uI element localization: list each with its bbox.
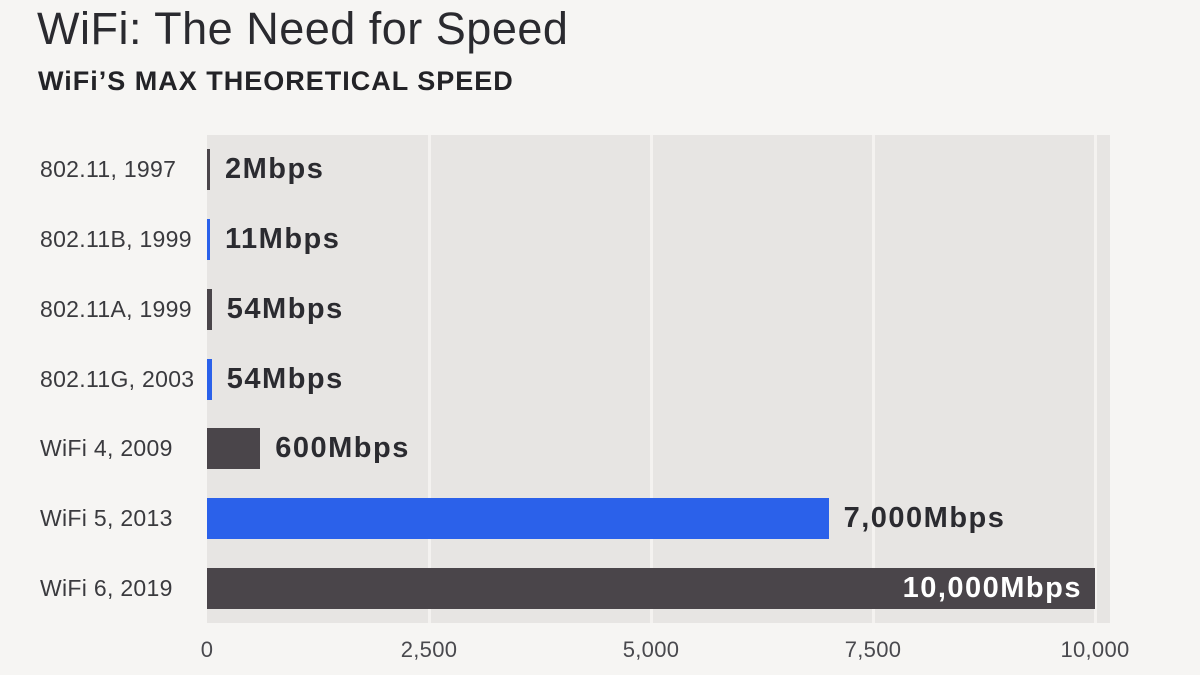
value-label: 2Mbps	[225, 153, 325, 186]
bar-802-11b-1999	[207, 219, 210, 261]
category-label: 802.11, 1997	[40, 156, 177, 183]
bar-row: 11Mbps	[207, 205, 1110, 275]
category-label: WiFi 4, 2009	[40, 435, 173, 462]
bar-802-11g-2003	[207, 358, 212, 400]
category-label: 802.11G, 2003	[40, 365, 195, 392]
gridline-7500	[871, 135, 875, 623]
category-label: WiFi 6, 2019	[40, 574, 173, 601]
category-label: 802.11A, 1999	[40, 295, 192, 322]
bar-row: 600Mbps	[207, 414, 1110, 484]
x-axis-tick: 5,000	[622, 637, 680, 662]
value-label: 7,000Mbps	[843, 501, 1006, 534]
value-label: 54Mbps	[226, 292, 344, 325]
gridline-2500	[427, 135, 431, 623]
plot-area	[207, 135, 1110, 623]
bar-wifi-4-2009	[207, 428, 261, 470]
category-labels-column: 802.11, 1997 802.11B, 1999 802.11A, 1999 80…	[40, 135, 205, 623]
bar-802-11-1997	[207, 149, 210, 191]
bar-row: 54Mbps	[207, 344, 1110, 414]
bar-row: 54Mbps	[207, 274, 1110, 344]
chart-subtitle: WiFi’S MAX THEORETICAL SPEED	[38, 66, 514, 96]
bar-row: 2Mbps	[207, 135, 1110, 205]
bar-wifi-5-2013	[207, 497, 829, 539]
value-label: 54Mbps	[226, 362, 344, 395]
category-label: WiFi 5, 2013	[40, 504, 173, 531]
x-axis-tick: 0	[200, 637, 214, 662]
gridline-5000	[649, 135, 653, 623]
bars-container: 2Mbps 11Mbps 54Mbps 54Mbps 600Mbps 7,000Mbps 1…	[207, 135, 1110, 623]
chart-title: WiFi: The Need for Speed	[37, 3, 569, 54]
bar-row: 10,000Mbps	[207, 553, 1110, 623]
gridline-10000	[1093, 135, 1097, 623]
x-axis-tick: 10,000	[1060, 637, 1130, 662]
x-axis-tick: 2,500	[400, 637, 458, 662]
value-label: 10,000Mbps	[902, 571, 1082, 604]
bar-802-11a-1999	[207, 288, 212, 330]
x-axis-tick: 7,500	[844, 637, 902, 662]
bar-wifi-6-2019: 10,000Mbps	[207, 567, 1095, 609]
category-label: 802.11B, 1999	[40, 226, 192, 253]
value-label: 600Mbps	[275, 432, 410, 465]
x-axis: 0 2,500 5,000 7,500 10,000	[201, 637, 1130, 669]
value-label: 11Mbps	[225, 223, 341, 256]
bar-row: 7,000Mbps	[207, 484, 1110, 554]
